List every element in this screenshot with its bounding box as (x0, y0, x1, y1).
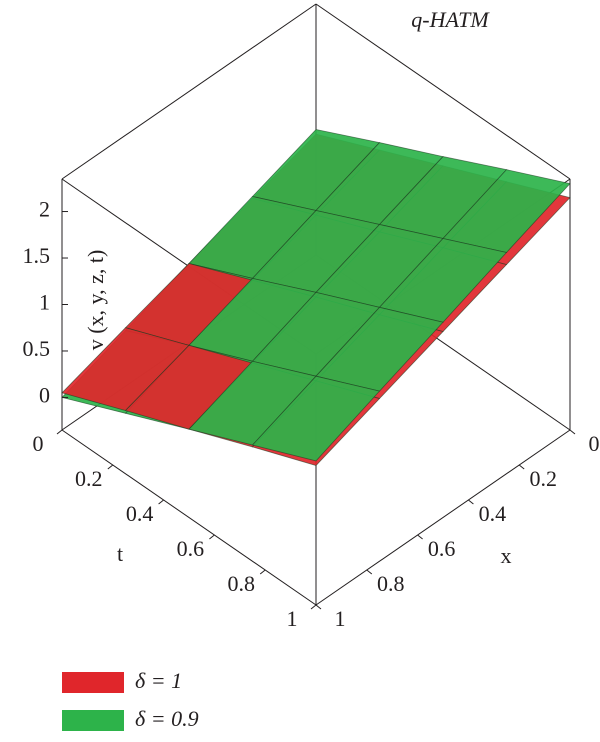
x-tick (518, 464, 525, 470)
t-axis-label: t (117, 541, 123, 566)
box-edge (61, 429, 317, 606)
legend-label: δ = 1 (135, 668, 182, 693)
x-tick-label: 0 (589, 431, 600, 456)
t-tick-label: 0.2 (75, 466, 103, 491)
chart-title: q-HATM (411, 7, 490, 32)
box-edge (315, 3, 571, 180)
legend-swatch (62, 672, 124, 693)
z-tick-label: 1.5 (23, 243, 51, 268)
t-tick-label: 0 (33, 431, 44, 456)
legend-swatch (62, 710, 124, 731)
z-axis-label: v (x, y, z, t) (83, 250, 108, 351)
x-tick-label: 0.2 (529, 466, 557, 491)
legend-label: δ = 0.9 (135, 706, 199, 731)
x-tick (417, 534, 423, 540)
t-tick (209, 534, 215, 540)
x-tick-label: 0.4 (479, 501, 507, 526)
t-tick (107, 464, 114, 470)
t-tick (310, 604, 317, 610)
x-tick-label: 0.6 (428, 536, 456, 561)
z-tick-label: 1 (39, 290, 50, 315)
t-tick-label: 0.4 (126, 501, 154, 526)
box-edge (315, 429, 571, 606)
t-tick-label: 1 (287, 606, 298, 631)
t-tick-label: 0.8 (227, 571, 255, 596)
z-tick-label: 2 (39, 197, 50, 222)
x-tick (315, 604, 322, 610)
x-tick-label: 1 (335, 606, 346, 631)
x-axis-label: x (501, 543, 512, 568)
x-tick (366, 569, 373, 575)
t-tick (259, 569, 266, 575)
x-tick (468, 499, 474, 505)
surface-cell (251, 375, 381, 462)
box-edge (61, 3, 317, 180)
t-tick (56, 429, 63, 435)
z-tick-label: 0 (39, 383, 50, 408)
x-tick-label: 0.8 (377, 571, 405, 596)
t-tick-label: 0.6 (177, 536, 205, 561)
t-tick (158, 499, 164, 505)
z-tick-label: 0.5 (23, 336, 51, 361)
x-tick (569, 429, 576, 435)
